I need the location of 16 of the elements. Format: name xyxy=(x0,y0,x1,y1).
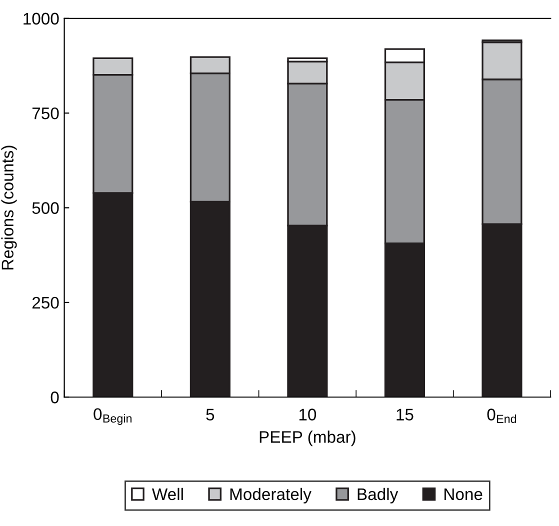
x-tick-label: 5 xyxy=(206,408,214,420)
y-tick-label: 500 xyxy=(32,202,59,214)
legend-label: Well xyxy=(152,488,183,500)
y-tick-label: 0 xyxy=(50,392,59,404)
x-tick-label: 0$_{End}$ xyxy=(487,408,516,424)
y-tick-label: 1000 xyxy=(24,12,59,25)
legend-label: Moderately xyxy=(230,488,312,504)
x-axis-title: PEEP (mbar) xyxy=(260,430,356,446)
legend-label: None xyxy=(444,488,482,500)
y-tick-label: 250 xyxy=(32,296,59,309)
legend-label: Badly xyxy=(358,488,398,504)
y-tick-label: 750 xyxy=(32,107,59,120)
x-tick-label: 0$_{Begin}$ xyxy=(94,408,132,425)
x-tick-label: 10 xyxy=(299,408,316,420)
y-axis-title: Regions (counts) xyxy=(1,146,17,270)
x-tick-label: 15 xyxy=(396,408,414,420)
